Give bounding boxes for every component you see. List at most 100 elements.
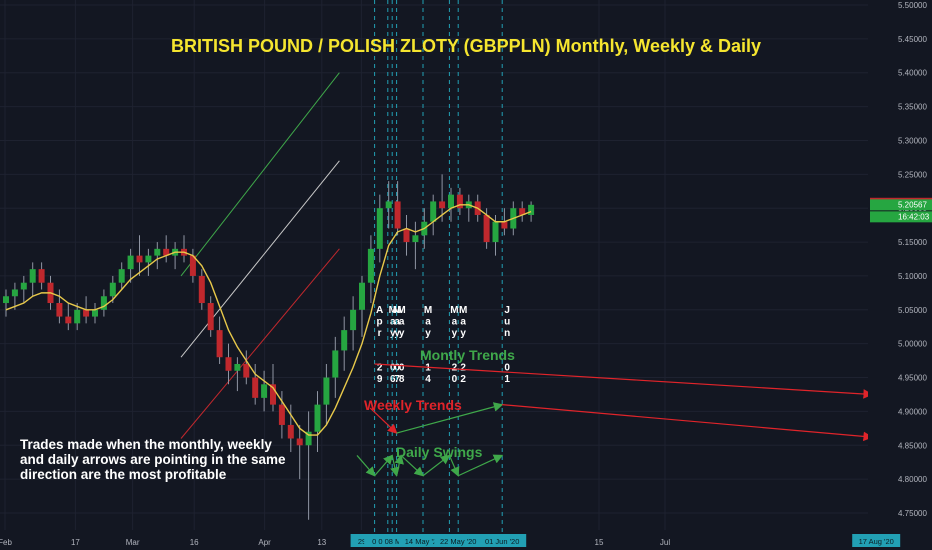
date-marker-label: y: [452, 328, 458, 339]
price-tick-label: 5.25000: [898, 170, 927, 179]
date-marker-label: 0: [504, 363, 510, 374]
weekly-trend-arrow: [502, 404, 873, 442]
candle-body: [92, 309, 98, 317]
date-marker-label: 6: [390, 374, 396, 385]
channel-middle-line: [180, 160, 340, 358]
candle-body: [198, 275, 205, 304]
date-marker-label: n: [504, 328, 510, 339]
candle-body: [100, 296, 107, 310]
grid: [0, 0, 877, 530]
candle-body: [270, 384, 276, 405]
candle-body: [56, 303, 63, 317]
candle-body: [350, 309, 357, 331]
candle-body: [3, 296, 9, 304]
candle-body: [127, 255, 134, 270]
date-marker-label: y: [425, 328, 431, 339]
time-tick-label: 13: [317, 538, 326, 547]
candle-body: [136, 255, 143, 263]
date-badge-label: 14 May '20: [405, 537, 441, 546]
date-badge-label: 22 May '20: [440, 537, 476, 546]
candle-body: [65, 316, 72, 324]
daily-swing-arrow: [390, 455, 400, 477]
date-badge: [852, 534, 901, 547]
ma-line: [5, 204, 532, 436]
date-marker-label: A: [376, 305, 383, 316]
chart-title: BRITISH POUND / POLISH ZLOTY (GBPPLN) Mo…: [170, 36, 762, 56]
date-marker-label: 9: [377, 374, 383, 385]
daily-swing-arrow: [400, 454, 424, 477]
price-axis[interactable]: 5.50000 5.45000 5.40000 5.35000 5.30000 5.250…: [868, 0, 932, 550]
price-tick-label: 5.15000: [898, 238, 927, 247]
date-marker-label: y: [460, 328, 466, 339]
price-badge-label: 5.20567: [898, 200, 927, 209]
price-tick-label: 5.35000: [898, 103, 927, 112]
candle-body: [225, 357, 232, 371]
time-tick-label: Jul: [660, 538, 670, 547]
date-marker-label: M: [397, 305, 405, 316]
date-marker-label: a: [399, 317, 405, 328]
candle-body: [145, 255, 152, 263]
candle-body: [519, 208, 526, 215]
date-marker-label: 0: [394, 363, 400, 374]
candle-body: [243, 363, 250, 378]
date-marker-label: 8: [399, 374, 405, 385]
price-tick-label: 5.30000: [898, 136, 927, 145]
candle-body: [252, 377, 259, 398]
candle-body: [278, 404, 285, 425]
price-tick-label: 4.95000: [898, 374, 927, 383]
date-marker-label: a: [394, 317, 400, 328]
candle-body: [528, 204, 535, 215]
candle-body: [11, 289, 18, 297]
time-tick-label: Apr: [258, 538, 271, 547]
price-tick-label: 5.45000: [898, 35, 927, 44]
date-marker-label: a: [390, 317, 396, 328]
price-tick-label: 5.10000: [898, 272, 927, 281]
time-axis[interactable]: Feb17Mar16Apr132215Jul17 Aug '2029 Apr '…: [0, 532, 932, 550]
candle-body: [261, 384, 268, 398]
date-marker-label: r: [378, 328, 382, 339]
date-marker-label: 7: [394, 374, 400, 385]
price-tick-label: 4.75000: [898, 509, 927, 518]
candle-body: [38, 269, 45, 283]
date-marker-label: M: [393, 305, 401, 316]
price-tick-label: 4.85000: [898, 441, 927, 450]
date-marker-label: 1: [504, 374, 510, 385]
candle-body: [376, 208, 383, 249]
date-badge-label: 01 Jun '20: [485, 537, 519, 546]
daily-swing-arrow: [356, 455, 376, 477]
candle-body: [448, 194, 454, 209]
weekly-trends-label: Weekly Trends: [364, 397, 462, 413]
daily-swing-arrow: [394, 454, 404, 476]
time-tick-label: Mar: [126, 538, 140, 547]
candle-body: [430, 201, 437, 222]
date-marker-label: 2: [452, 363, 458, 374]
candle-body: [332, 350, 339, 378]
candle-body: [20, 282, 27, 290]
price-badge: [870, 199, 932, 211]
weekly-trend-arrow: [369, 407, 398, 434]
price-badge-label: 16:42:03: [898, 212, 930, 221]
daily-swing-arrow: [448, 455, 460, 477]
daily-swing-arrow: [374, 454, 393, 477]
date-marker-label: a: [425, 317, 431, 328]
candle-body: [296, 438, 303, 446]
candle-body: [163, 248, 170, 256]
price-tick-label: 4.90000: [898, 407, 927, 416]
candle-body: [314, 404, 321, 432]
candle-body: [154, 248, 161, 256]
candle-body: [83, 309, 90, 317]
price-badge: [870, 211, 932, 223]
price-tick-label: 5.50000: [898, 1, 927, 10]
time-tick-label: 17: [71, 538, 80, 547]
date-badge: [478, 534, 527, 547]
date-marker-label: 0: [452, 374, 458, 385]
price-axis-bg: [868, 0, 932, 550]
daily-swing-arrow: [457, 454, 504, 477]
moving-average: [5, 204, 532, 436]
date-marker-label: 2: [460, 363, 466, 374]
candle-body: [234, 363, 241, 371]
date-marker-label: p: [377, 317, 383, 328]
date-marker-label: M: [450, 305, 458, 316]
